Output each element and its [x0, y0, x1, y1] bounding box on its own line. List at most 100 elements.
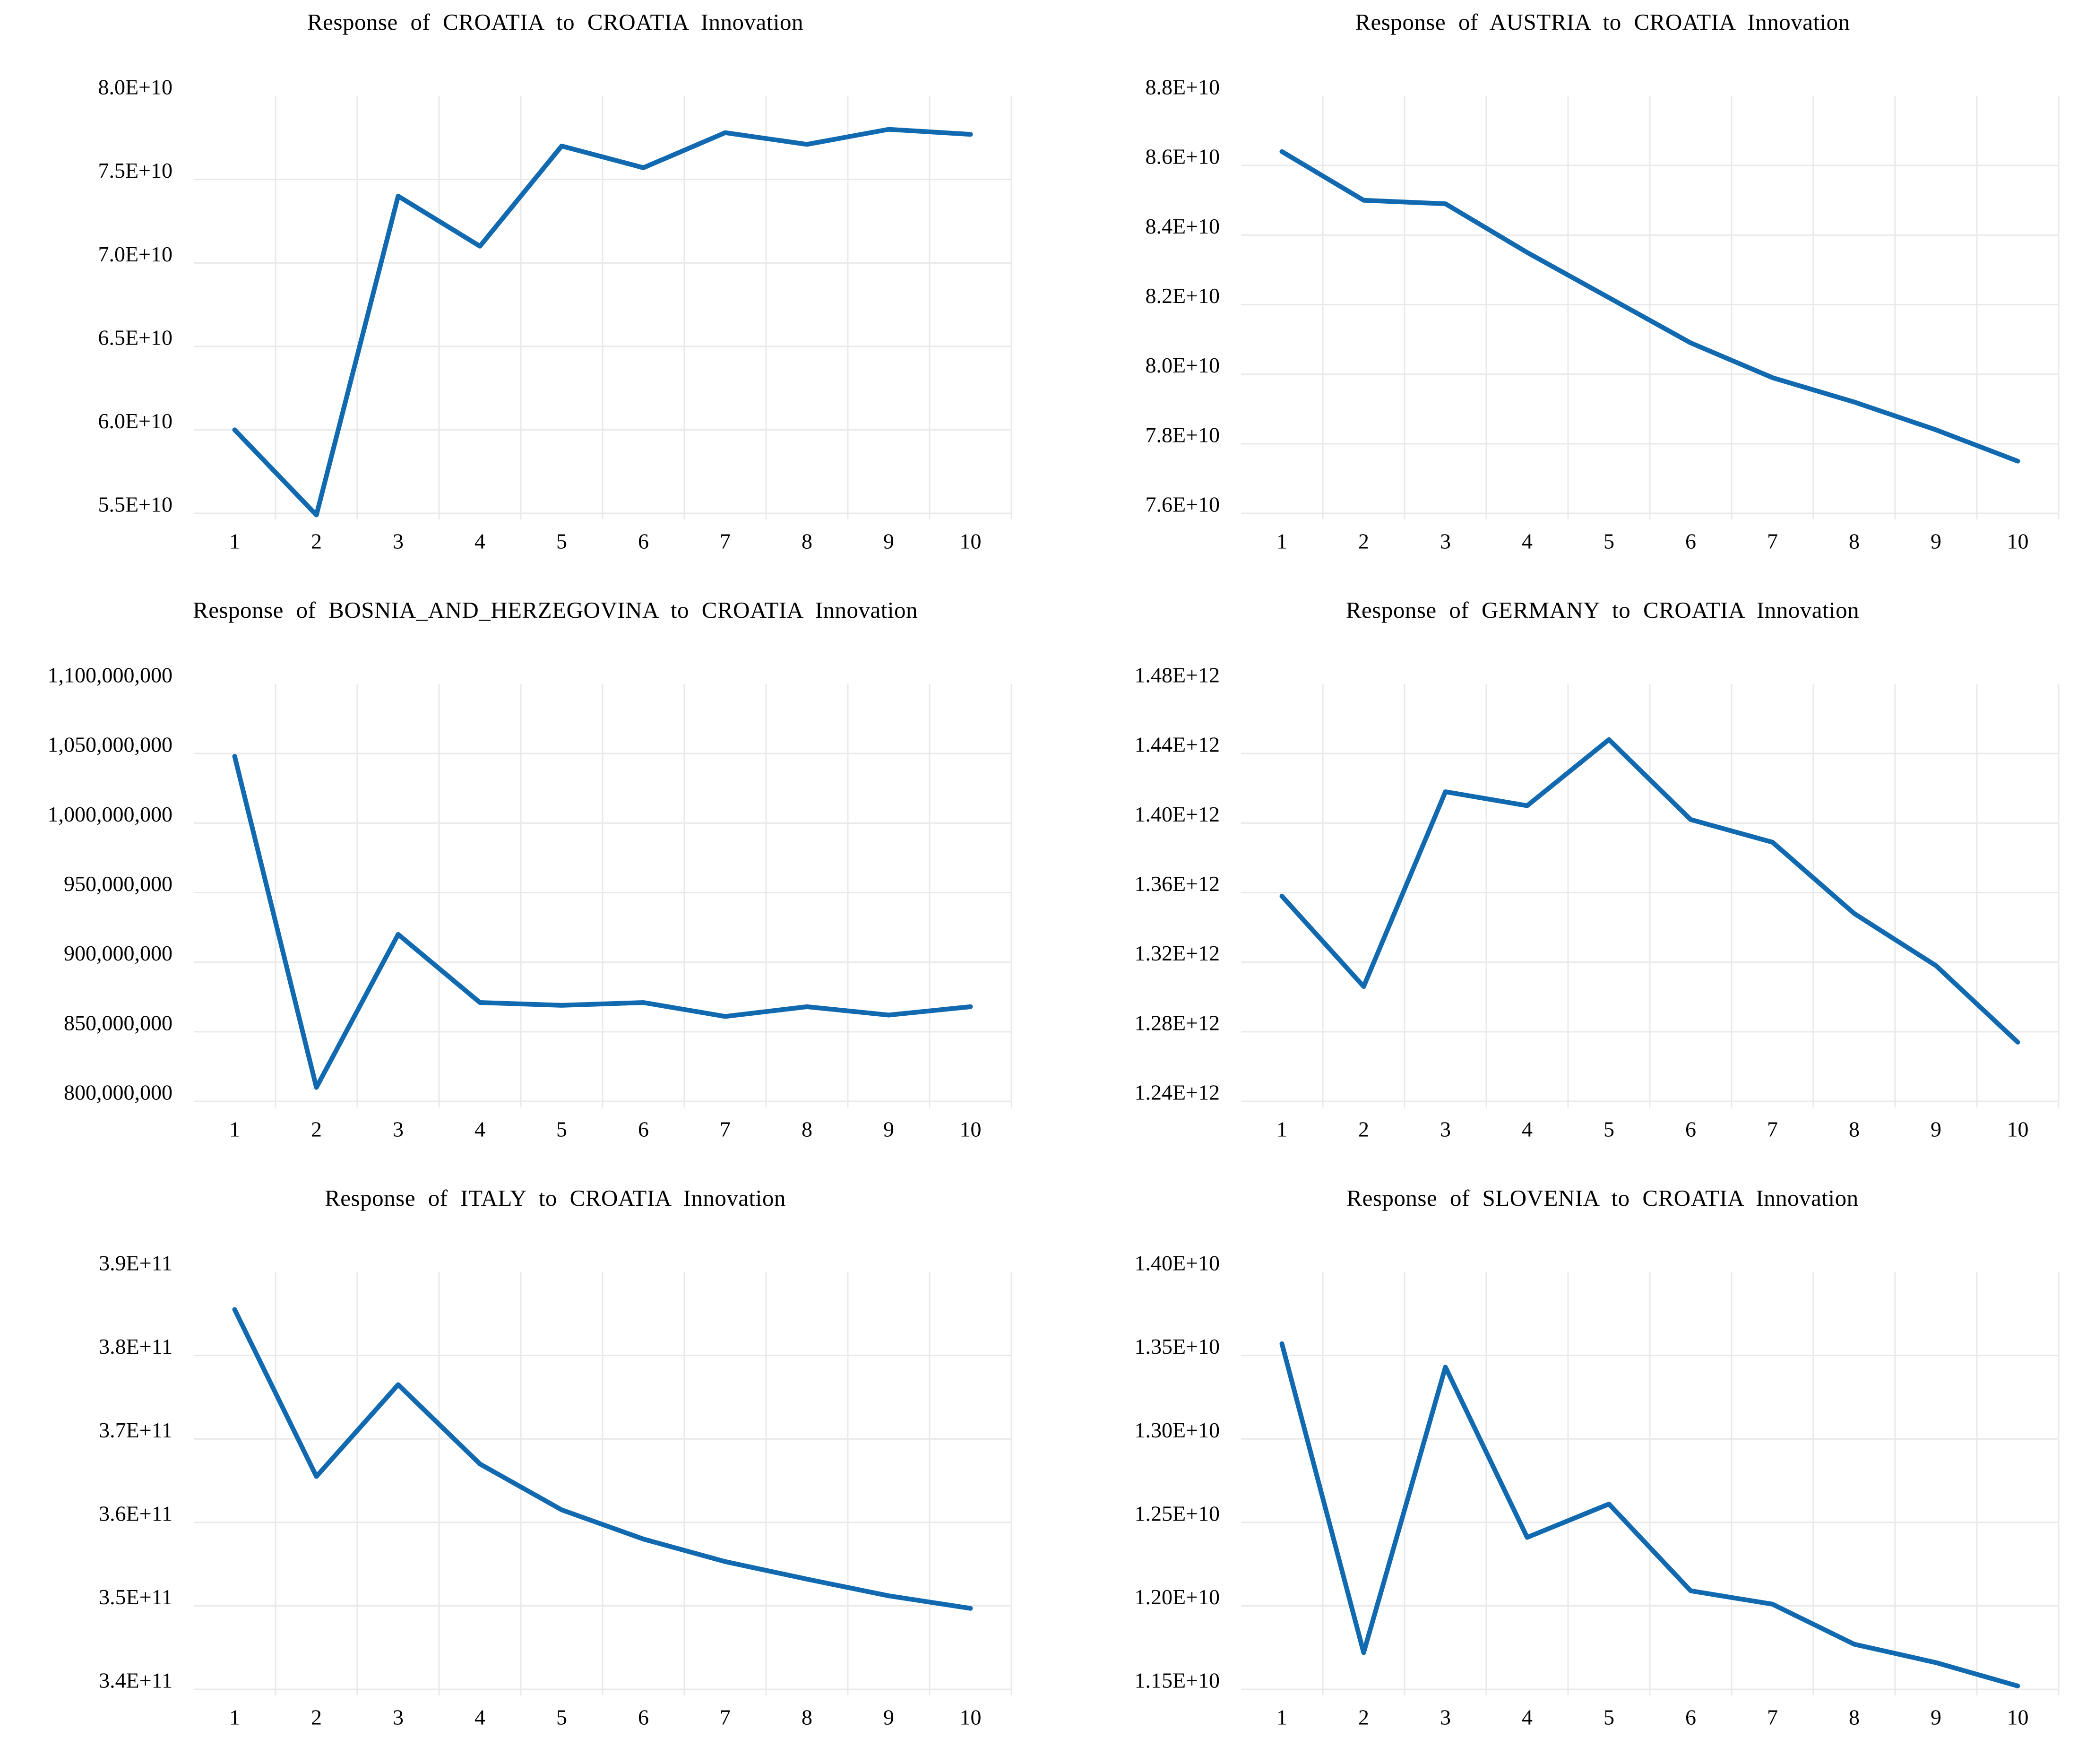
y-axis-tick-label: 3.4E+11 [99, 1669, 172, 1693]
y-axis-tick-label: 1.30E+10 [1134, 1418, 1220, 1442]
x-axis-tick-label: 2 [1358, 529, 1369, 553]
chart-panel-croatia: Response of CROATIA to CROATIA Innovatio… [0, 0, 1047, 588]
x-axis-tick-label: 1 [1276, 1117, 1287, 1141]
x-axis-tick-label: 10 [2007, 529, 2029, 553]
y-axis-tick-label: 8.4E+10 [1145, 214, 1220, 238]
y-axis-tick-label: 8.8E+10 [1145, 75, 1220, 99]
line-chart-croatia: 5.5E+10 6.0E+10 6.5E+10 7.0E+10 7.5E+10 8.0E+… [98, 75, 1012, 553]
y-axis-tick-label: 1,000,000,000 [48, 802, 173, 826]
x-axis-tick-label: 10 [960, 529, 982, 553]
x-axis-tick-label: 4 [1522, 1117, 1533, 1141]
x-axis-tick-label: 7 [720, 529, 731, 553]
y-axis-tick-label: 900,000,000 [64, 941, 172, 965]
x-axis-tick-label: 9 [1931, 1705, 1941, 1729]
line-chart-italy: 3.4E+11 3.5E+11 3.6E+11 3.7E+11 3.8E+11 3.9E+… [99, 1251, 1012, 1729]
x-axis-tick-label: 3 [1440, 529, 1451, 553]
y-axis-tick-label: 1.48E+12 [1134, 663, 1220, 687]
chart-title: Response of AUSTRIA to CROATIA Innovatio… [1355, 9, 1850, 35]
y-axis-tick-label: 3.9E+11 [99, 1251, 172, 1275]
x-axis-tick-label: 5 [556, 1117, 567, 1141]
x-axis-tick-label: 8 [802, 1117, 812, 1141]
y-axis-tick-label: 8.0E+10 [98, 75, 172, 99]
irf-data-line [1279, 737, 2020, 1045]
x-axis-tick-label: 3 [1440, 1705, 1451, 1729]
chart-title: Response of SLOVENIA to CROATIA Innovati… [1346, 1185, 1859, 1211]
line-chart-austria: 7.6E+10 7.8E+10 8.0E+10 8.2E+10 8.4E+10 8.6E+… [1145, 75, 2060, 553]
x-axis-tick-label: 5 [1604, 1705, 1614, 1729]
x-axis-tick-label: 3 [393, 1705, 404, 1729]
x-axis-tick-label: 8 [1849, 529, 1860, 553]
y-axis-tick-label: 800,000,000 [64, 1081, 172, 1105]
x-axis-tick-label: 10 [2007, 1117, 2029, 1141]
y-axis-tick-label: 950,000,000 [64, 872, 172, 896]
x-axis-tick-label: 9 [883, 1117, 894, 1141]
irf-data-line [1279, 1341, 2020, 1688]
x-axis-tick-label: 9 [883, 1705, 894, 1729]
x-axis-tick-label: 3 [1440, 1117, 1451, 1141]
y-axis-tick-label: 1.24E+12 [1134, 1081, 1220, 1105]
irf-data-line [232, 1307, 973, 1611]
x-axis-tick-label: 10 [960, 1705, 982, 1729]
x-axis-tick-label: 10 [2007, 1705, 2029, 1729]
y-axis-tick-label: 850,000,000 [64, 1011, 172, 1035]
chart-title: Response of ITALY to CROATIA Innovation [325, 1185, 786, 1211]
chart-panel-italy: Response of ITALY to CROATIA Innovation … [0, 1176, 1047, 1764]
x-axis-tick-label: 6 [638, 1705, 649, 1729]
chart-title: Response of BOSNIA_AND_HERZEGOVINA to CR… [193, 597, 918, 623]
chart-panel-austria: Response of AUSTRIA to CROATIA Innovatio… [1047, 0, 2095, 588]
x-axis-tick-label: 8 [802, 529, 812, 553]
x-axis-tick-label: 1 [1276, 1705, 1287, 1729]
y-axis-tick-label: 1.25E+10 [1134, 1501, 1220, 1525]
y-axis-tick-label: 5.5E+10 [98, 493, 172, 517]
y-axis-tick-label: 1.32E+12 [1134, 941, 1220, 965]
chart-panel-slovenia: Response of SLOVENIA to CROATIA Innovati… [1047, 1176, 2095, 1764]
x-axis-tick-label: 8 [1849, 1117, 1860, 1141]
x-axis-tick-label: 6 [638, 529, 649, 553]
x-axis-tick-label: 1 [229, 529, 240, 553]
x-axis-tick-label: 1 [229, 1117, 240, 1141]
y-axis-tick-label: 7.0E+10 [98, 242, 172, 266]
y-axis-tick-label: 1.40E+10 [1134, 1251, 1220, 1275]
x-axis-tick-label: 6 [1685, 529, 1696, 553]
x-axis-tick-label: 2 [311, 1705, 322, 1729]
line-chart-bosnia-and-herzegovina: 800,000,000 850,000,000 900,000,000 950,000… [48, 663, 1012, 1141]
x-axis-tick-label: 9 [883, 529, 894, 553]
line-chart-slovenia: 1.15E+10 1.20E+10 1.25E+10 1.30E+10 1.35E+10… [1134, 1251, 2060, 1729]
y-axis-tick-label: 3.6E+11 [99, 1501, 172, 1525]
y-axis-tick-label: 1,050,000,000 [48, 733, 173, 757]
x-axis-tick-label: 2 [1358, 1117, 1369, 1141]
chart-title: Response of GERMANY to CROATIA Innovatio… [1345, 597, 1860, 623]
line-chart-germany: 1.24E+12 1.28E+12 1.32E+12 1.36E+12 1.40E+12… [1134, 663, 2060, 1141]
x-axis-tick-label: 3 [393, 1117, 404, 1141]
irf-data-line [1279, 149, 2020, 464]
x-axis-tick-label: 2 [311, 529, 322, 553]
x-axis-tick-label: 9 [1931, 1117, 1941, 1141]
x-axis-tick-label: 4 [1522, 1705, 1533, 1729]
x-axis-tick-label: 1 [1276, 529, 1287, 553]
x-axis-tick-label: 7 [720, 1705, 731, 1729]
x-axis-tick-label: 8 [1849, 1705, 1860, 1729]
x-axis-tick-label: 5 [1604, 1117, 1614, 1141]
y-axis-tick-label: 1.28E+12 [1134, 1011, 1220, 1035]
y-axis-tick-label: 8.0E+10 [1145, 353, 1220, 377]
x-axis-tick-label: 4 [474, 1705, 485, 1729]
y-axis-tick-label: 7.5E+10 [98, 158, 172, 182]
x-axis-tick-label: 5 [556, 1705, 567, 1729]
chart-panel-germany: Response of GERMANY to CROATIA Innovatio… [1047, 588, 2095, 1176]
x-axis-tick-label: 7 [1767, 529, 1778, 553]
x-axis-tick-label: 7 [1767, 1117, 1778, 1141]
y-axis-tick-label: 1.44E+12 [1134, 733, 1220, 757]
y-axis-tick-label: 7.6E+10 [1145, 493, 1220, 517]
x-axis-tick-label: 2 [311, 1117, 322, 1141]
chart-title: Response of CROATIA to CROATIA Innovatio… [307, 9, 804, 35]
x-axis-tick-label: 4 [474, 529, 485, 553]
x-axis-tick-label: 2 [1358, 1705, 1369, 1729]
y-axis-tick-label: 8.2E+10 [1145, 284, 1220, 308]
y-axis-tick-label: 1.36E+12 [1134, 872, 1220, 896]
y-axis-tick-label: 7.8E+10 [1145, 423, 1220, 447]
x-axis-tick-label: 4 [474, 1117, 485, 1141]
x-axis-tick-label: 6 [1685, 1705, 1696, 1729]
x-axis-tick-label: 8 [802, 1705, 812, 1729]
y-axis-tick-label: 8.6E+10 [1145, 145, 1220, 169]
